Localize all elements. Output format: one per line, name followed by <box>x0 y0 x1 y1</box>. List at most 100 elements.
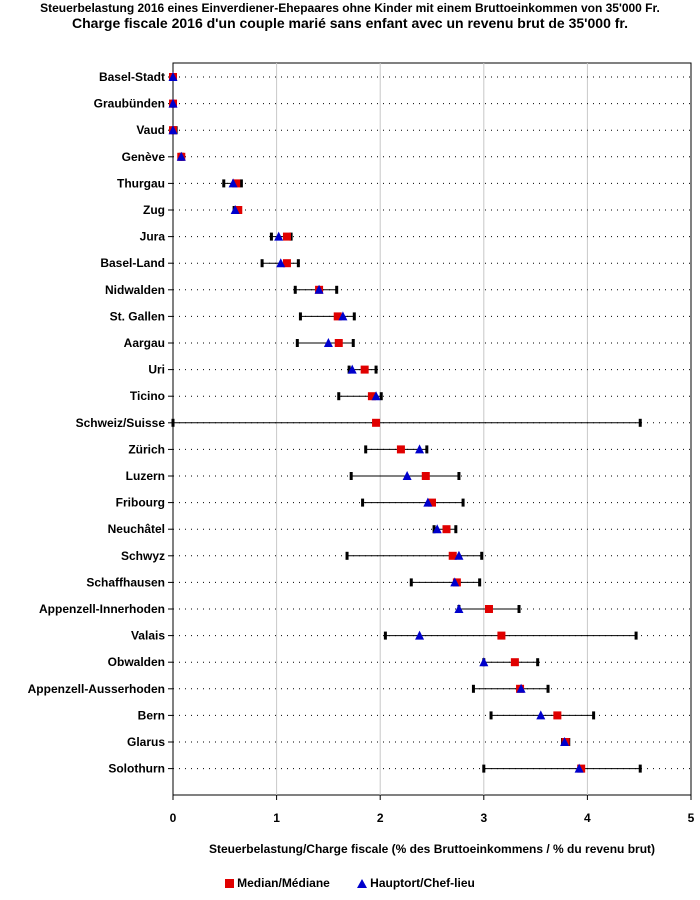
range-max-cap-6 <box>289 232 293 241</box>
tick-label-x-5: 5 <box>688 811 695 825</box>
row-label-5: Zug <box>143 203 165 217</box>
capital-marker-11 <box>347 364 357 374</box>
capital-marker-17 <box>432 524 442 534</box>
range-max-cap-8 <box>335 285 339 294</box>
row-label-21: Valais <box>131 629 165 643</box>
row-label-15: Luzern <box>126 469 165 483</box>
range-max-cap-17 <box>454 525 458 534</box>
range-min-cap-4 <box>222 179 226 188</box>
range-max-cap-20 <box>517 605 521 613</box>
median-marker-22 <box>510 658 519 667</box>
median-marker-6 <box>282 232 291 241</box>
range-max-cap-7 <box>296 259 300 268</box>
capital-marker-22 <box>479 657 489 667</box>
range-min-cap-19 <box>409 578 413 587</box>
range-min-cap-16 <box>361 498 365 507</box>
row-label-25: Glarus <box>127 735 165 749</box>
capital-marker-19 <box>450 577 460 587</box>
range-max-cap-21 <box>634 631 638 640</box>
capital-marker-21 <box>415 630 425 640</box>
median-marker-7 <box>282 259 291 268</box>
row-label-0: Basel-Stadt <box>99 70 165 84</box>
range-min-cap-8 <box>293 285 297 294</box>
row-label-18: Schwyz <box>121 549 165 563</box>
tick-label-x-4: 4 <box>584 811 591 825</box>
row-label-13: Schweiz/Suisse <box>76 416 166 430</box>
row-label-1: Graubünden <box>94 97 165 111</box>
median-marker-16 <box>428 498 436 507</box>
capital-marker-0 <box>168 72 178 81</box>
median-marker-18 <box>448 551 457 560</box>
row-label-20: Appenzell-Innerhoden <box>39 602 165 616</box>
range-min-cap-17 <box>432 525 436 534</box>
range-max-cap-26 <box>638 764 642 773</box>
capital-marker-26 <box>574 763 584 773</box>
median-marker-4 <box>232 179 241 188</box>
capital-marker-2 <box>168 125 178 135</box>
row-label-11: Uri <box>148 363 165 377</box>
row-label-12: Ticino <box>130 389 165 403</box>
row-label-9: St. Gallen <box>110 309 165 323</box>
capital-marker-14 <box>415 444 425 454</box>
range-min-cap-9 <box>298 312 302 321</box>
capital-marker-15 <box>402 471 412 480</box>
row-label-3: Genève <box>122 150 166 164</box>
tick-label-x-1: 1 <box>273 811 280 825</box>
range-min-cap-6 <box>269 232 273 241</box>
row-label-22: Obwalden <box>108 655 165 669</box>
row-label-23: Appenzell-Ausserhoden <box>28 682 165 696</box>
row-label-10: Aargau <box>124 336 165 350</box>
median-marker-12 <box>367 392 376 401</box>
capital-marker-10 <box>323 338 333 347</box>
row-label-7: Basel-Land <box>100 256 165 270</box>
capital-marker-16 <box>423 497 433 507</box>
median-marker-21 <box>497 631 506 640</box>
range-max-cap-23 <box>546 684 550 693</box>
range-min-cap-18 <box>345 551 349 560</box>
row-label-2: Vaud <box>136 123 165 137</box>
legend-label-capital: Hauptort/Chef-lieu <box>370 876 475 891</box>
capital-marker-8 <box>314 284 324 294</box>
median-marker-14 <box>396 445 405 454</box>
row-label-17: Neuchâtel <box>108 522 165 536</box>
median-marker-5 <box>234 206 243 214</box>
median-marker-17 <box>442 525 451 534</box>
row-label-26: Solothurn <box>108 762 165 776</box>
capital-marker-5 <box>230 205 240 214</box>
range-max-cap-14 <box>425 445 429 454</box>
row-label-4: Thurgau <box>117 176 165 190</box>
legend-item-capital: Hauptort/Chef-lieu <box>357 875 475 890</box>
tick-label-x-2: 2 <box>377 811 384 825</box>
range-min-cap-10 <box>295 339 299 347</box>
row-label-16: Fribourg <box>116 496 165 510</box>
median-marker-9 <box>333 312 342 321</box>
capital-marker-25 <box>560 737 570 746</box>
legend-item-median: Median/Médiane <box>225 875 330 890</box>
capital-marker-18 <box>454 550 464 560</box>
legend-square-icon <box>225 878 235 888</box>
range-min-cap-15 <box>349 472 353 480</box>
capital-marker-6 <box>274 231 284 241</box>
capital-marker-20 <box>454 604 464 613</box>
legend: Median/Médiane Hauptort/Chef-lieu <box>0 875 700 890</box>
row-label-6: Jura <box>140 230 166 244</box>
range-min-cap-13 <box>171 418 175 427</box>
tick-label-x-3: 3 <box>480 811 487 825</box>
range-min-cap-11 <box>347 365 351 374</box>
chart-subtitle: Charge fiscale 2016 d'un couple marié sa… <box>72 15 628 31</box>
range-max-cap-12 <box>379 392 383 401</box>
range-max-cap-11 <box>374 365 378 374</box>
row-label-24: Bern <box>138 708 165 722</box>
capital-marker-23 <box>516 683 526 693</box>
plot-frame <box>172 62 692 796</box>
median-marker-11 <box>360 365 369 374</box>
range-max-cap-9 <box>352 312 356 321</box>
range-min-cap-21 <box>383 631 387 640</box>
range-max-cap-13 <box>638 418 642 427</box>
median-marker-10 <box>334 339 343 347</box>
range-max-cap-16 <box>461 498 465 507</box>
range-min-cap-7 <box>260 259 264 268</box>
capital-marker-7 <box>276 258 286 268</box>
x-axis-label: Steuerbelastung/Charge fiscale (% des Br… <box>208 842 656 856</box>
legend-label-median: Median/Médiane <box>237 876 330 891</box>
